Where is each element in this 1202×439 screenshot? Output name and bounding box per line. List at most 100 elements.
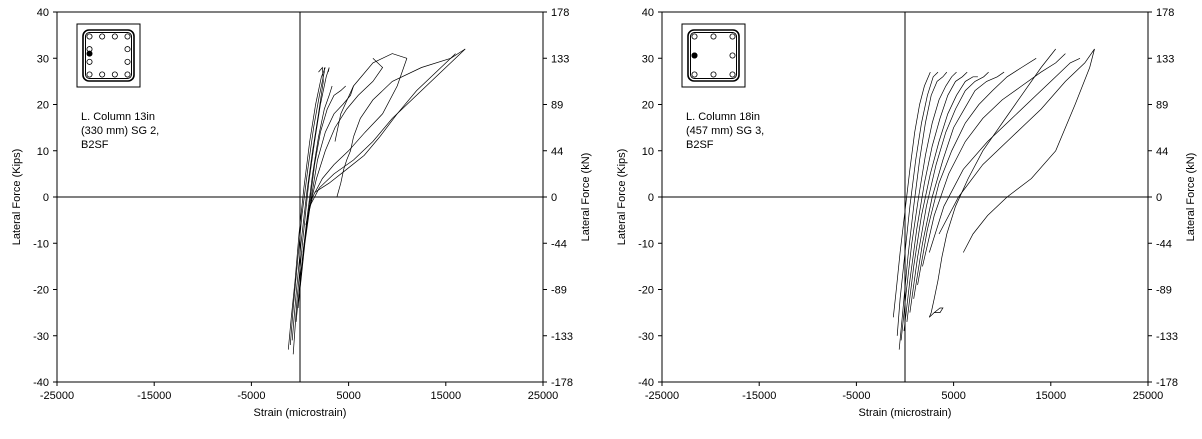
chart1-y-tick-label-left: 0	[43, 192, 49, 204]
chart2-x-tick-label: -25000	[645, 390, 679, 402]
section-outline	[76, 23, 141, 88]
chart2-hysteresis-curve	[900, 71, 957, 341]
chart1-y-tick-label-left: 30	[37, 53, 49, 65]
rebar-marker	[86, 71, 93, 78]
chart1-y-tick-label-right: -133	[551, 331, 573, 343]
chart2-y-tick-label-right: -178	[1156, 377, 1178, 389]
chart1-hysteresis-curve	[302, 58, 384, 253]
chart2-hysteresis-curve	[903, 71, 968, 332]
rebar-marker	[124, 46, 131, 53]
chart1-y-tick-label-left: -20	[33, 285, 49, 297]
chart2-annotation-line: (457 mm) SG 3,	[686, 125, 764, 137]
rebar-marker	[86, 33, 93, 40]
chart1-y-tick-label-left: -10	[33, 238, 49, 250]
rebar-marker	[124, 71, 131, 78]
chart2-hysteresis-curve	[896, 71, 939, 336]
chart1-hysteresis-curve	[305, 58, 408, 225]
hoop-outer	[687, 29, 740, 82]
rebar-marker	[729, 71, 736, 78]
chart2-y-axis-label-left: Lateral Force (Kips)	[616, 149, 628, 246]
chart1-y-tick-label-left: 40	[37, 7, 49, 19]
chart1-hysteresis-curve	[353, 48, 466, 138]
chart2-y-tick-label-left: 10	[642, 146, 654, 158]
chart1-annotation: L. Column 13in (330 mm) SG 2, B2SF	[81, 111, 159, 151]
chart2-y-tick-label-right: 44	[1156, 146, 1168, 158]
chart1-hysteresis-curve	[292, 67, 330, 355]
chart1-y-tick-label-right: 89	[551, 100, 563, 112]
chart2-y-tick-label-left: -30	[638, 331, 654, 343]
strain-gauge-marker	[86, 50, 93, 57]
chart1-annotation-line: (330 mm) SG 2,	[81, 125, 159, 137]
chart1-x-axis-label: Strain (microstrain)	[254, 407, 347, 419]
chart2-x-tick-label: -5000	[842, 390, 870, 402]
chart1-y-tick-label-right: 0	[551, 192, 557, 204]
chart2-hysteresis-curve	[917, 58, 1037, 285]
chart1-y-tick-label-right: 133	[551, 53, 569, 65]
chart2-hysteresis-curve	[892, 71, 931, 318]
chart2-hysteresis-curve	[928, 57, 1081, 253]
chart1-y-tick-label-right: -44	[551, 238, 567, 250]
hoop-inner	[85, 32, 132, 79]
chart2-y-tick-label-left: -20	[638, 285, 654, 297]
rebar-marker	[729, 33, 736, 40]
rebar-marker	[691, 33, 698, 40]
rebar-marker	[710, 33, 717, 40]
hoop-outer	[82, 29, 135, 82]
chart1-annotation-line: L. Column 13in	[81, 111, 155, 123]
chart1-hysteresis-curve	[309, 48, 466, 207]
chart2-y-tick-label-right: 89	[1156, 100, 1168, 112]
chart2-y-tick-label-left: -40	[638, 377, 654, 389]
section-outline	[681, 23, 746, 88]
chart1-y-tick-label-right: 178	[551, 7, 569, 19]
chart2-annotation: L. Column 18in (457 mm) SG 3, B2SF	[686, 111, 764, 151]
chart2-hysteresis-curve	[906, 76, 978, 322]
chart1-y-tick-label-right: -178	[551, 377, 573, 389]
chart2-hysteresis-curve	[962, 48, 1095, 253]
chart1-x-tick-label: 25000	[528, 390, 559, 402]
chart2-y-tick-label-left: 30	[642, 53, 654, 65]
rebar-marker	[124, 58, 131, 65]
chart1-x-tick-label: -5000	[237, 390, 265, 402]
chart1-x-tick-label: 15000	[431, 390, 462, 402]
chart2-column-section-inset	[681, 23, 746, 88]
chart1-hysteresis-curve	[336, 136, 354, 198]
chart2-y-tick-label-right: -133	[1156, 331, 1178, 343]
chart2-hysteresis-curve	[929, 307, 944, 318]
chart1-hysteresis-curve	[334, 53, 408, 142]
chart1-annotation-line: B2SF	[81, 139, 109, 151]
chart2-annotation-line: L. Column 18in	[686, 111, 760, 123]
chart2-hysteresis-curve	[898, 71, 948, 350]
chart1-y-axis-label-right: Lateral Force (kN)	[580, 153, 592, 242]
chart-right: -25000 -15000 -5000 5000 15000 25000 -40 -30 -20…	[616, 7, 1197, 419]
chart1-column-section-inset	[76, 23, 141, 88]
chart1-hysteresis-curve	[314, 53, 456, 193]
chart2-y-tick-label-left: 40	[642, 7, 654, 19]
chart1-y-tick-label-left: -40	[33, 377, 49, 389]
chart2-y-tick-label-right: -89	[1156, 285, 1172, 297]
chart1-hysteresis-curve	[287, 67, 326, 350]
strain-gauge-marker	[691, 52, 698, 59]
chart1-x-tick-label: 5000	[336, 390, 360, 402]
chart2-y-tick-label-left: -10	[638, 238, 654, 250]
chart2-y-tick-label-right: -44	[1156, 238, 1172, 250]
chart2-hysteresis-curve	[922, 53, 1066, 267]
rebar-marker	[86, 58, 93, 65]
chart2-annotation-line: B2SF	[686, 139, 714, 151]
chart2-y-tick-label-left: 20	[642, 100, 654, 112]
chart2-y-axis-label-right: Lateral Force (kN)	[1185, 153, 1197, 242]
chart1-hysteresis-curve	[295, 85, 333, 322]
chart2-x-tick-label: 15000	[1036, 390, 1067, 402]
chart1-x-tick-label: -25000	[40, 390, 74, 402]
rebar-marker	[111, 33, 118, 40]
chart2-hysteresis-curve	[909, 71, 989, 313]
chart2-x-tick-label: 25000	[1133, 390, 1164, 402]
rebar-marker	[99, 71, 106, 78]
chart2-x-axis-label: Strain (microstrain)	[859, 407, 952, 419]
chart2-y-tick-label-right: 178	[1156, 7, 1174, 19]
chart2-y-tick-label-left: 0	[648, 192, 654, 204]
chart2-hysteresis-curve	[913, 71, 1005, 299]
chart1-x-tick-label: -15000	[137, 390, 171, 402]
chart1-y-tick-label-right: 44	[551, 146, 563, 158]
chart2-x-tick-label: -15000	[742, 390, 776, 402]
chart2-hysteresis-curve	[946, 48, 1056, 235]
